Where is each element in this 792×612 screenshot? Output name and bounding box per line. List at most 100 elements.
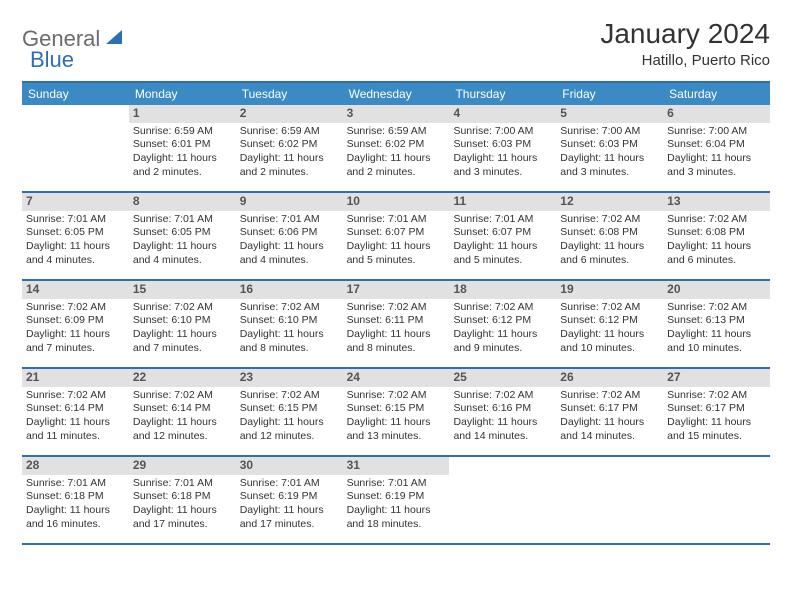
sunrise-text: Sunrise: 7:02 AM [453, 301, 552, 315]
day-body: Sunrise: 7:02 AMSunset: 6:10 PMDaylight:… [236, 301, 343, 360]
sunset-text: Sunset: 6:07 PM [453, 226, 552, 240]
sunset-text: Sunset: 6:03 PM [560, 138, 659, 152]
daylight-text: Daylight: 11 hours and 10 minutes. [667, 328, 766, 355]
calendar-day: 24Sunrise: 7:02 AMSunset: 6:15 PMDayligh… [343, 369, 450, 455]
daylight-text: Daylight: 11 hours and 10 minutes. [560, 328, 659, 355]
day-number: 14 [22, 281, 129, 299]
sunset-text: Sunset: 6:06 PM [240, 226, 339, 240]
daylight-text: Daylight: 11 hours and 17 minutes. [240, 504, 339, 531]
calendar-day: 31Sunrise: 7:01 AMSunset: 6:19 PMDayligh… [343, 457, 450, 543]
sunset-text: Sunset: 6:02 PM [347, 138, 446, 152]
daylight-text: Daylight: 11 hours and 3 minutes. [667, 152, 766, 179]
calendar-week: 28Sunrise: 7:01 AMSunset: 6:18 PMDayligh… [22, 457, 770, 545]
sunrise-text: Sunrise: 7:01 AM [26, 477, 125, 491]
sunset-text: Sunset: 6:08 PM [667, 226, 766, 240]
sunset-text: Sunset: 6:15 PM [240, 402, 339, 416]
day-number: 22 [129, 369, 236, 387]
daylight-text: Daylight: 11 hours and 2 minutes. [240, 152, 339, 179]
day-body: Sunrise: 7:02 AMSunset: 6:12 PMDaylight:… [449, 301, 556, 360]
sunset-text: Sunset: 6:02 PM [240, 138, 339, 152]
day-body: Sunrise: 7:01 AMSunset: 6:06 PMDaylight:… [236, 213, 343, 272]
calendar-day: 7Sunrise: 7:01 AMSunset: 6:05 PMDaylight… [22, 193, 129, 279]
weeks-container: .1Sunrise: 6:59 AMSunset: 6:01 PMDayligh… [22, 105, 770, 545]
sunrise-text: Sunrise: 7:02 AM [240, 301, 339, 315]
daylight-text: Daylight: 11 hours and 2 minutes. [347, 152, 446, 179]
sunrise-text: Sunrise: 7:02 AM [133, 301, 232, 315]
day-body: Sunrise: 7:01 AMSunset: 6:07 PMDaylight:… [343, 213, 450, 272]
calendar-day: 30Sunrise: 7:01 AMSunset: 6:19 PMDayligh… [236, 457, 343, 543]
daylight-text: Daylight: 11 hours and 7 minutes. [133, 328, 232, 355]
sunset-text: Sunset: 6:08 PM [560, 226, 659, 240]
sunrise-text: Sunrise: 7:02 AM [667, 389, 766, 403]
sunset-text: Sunset: 6:03 PM [453, 138, 552, 152]
daylight-text: Daylight: 11 hours and 4 minutes. [240, 240, 339, 267]
day-body: Sunrise: 7:01 AMSunset: 6:19 PMDaylight:… [343, 477, 450, 536]
sunrise-text: Sunrise: 7:02 AM [133, 389, 232, 403]
daylight-text: Daylight: 11 hours and 9 minutes. [453, 328, 552, 355]
day-number: 23 [236, 369, 343, 387]
location-text: Hatillo, Puerto Rico [600, 52, 770, 69]
day-number: 29 [129, 457, 236, 475]
sunrise-text: Sunrise: 7:02 AM [560, 389, 659, 403]
sunset-text: Sunset: 6:15 PM [347, 402, 446, 416]
day-number: 5 [556, 105, 663, 123]
sunset-text: Sunset: 6:18 PM [133, 490, 232, 504]
sunrise-text: Sunrise: 7:01 AM [133, 213, 232, 227]
day-body: Sunrise: 7:02 AMSunset: 6:13 PMDaylight:… [663, 301, 770, 360]
day-number: 18 [449, 281, 556, 299]
sunrise-text: Sunrise: 7:01 AM [453, 213, 552, 227]
calendar-day: 6Sunrise: 7:00 AMSunset: 6:04 PMDaylight… [663, 105, 770, 191]
calendar-day: 16Sunrise: 7:02 AMSunset: 6:10 PMDayligh… [236, 281, 343, 367]
day-body: Sunrise: 6:59 AMSunset: 6:02 PMDaylight:… [343, 125, 450, 184]
sunrise-text: Sunrise: 7:01 AM [26, 213, 125, 227]
calendar-day: 4Sunrise: 7:00 AMSunset: 6:03 PMDaylight… [449, 105, 556, 191]
sunrise-text: Sunrise: 7:02 AM [26, 301, 125, 315]
sunrise-text: Sunrise: 7:02 AM [26, 389, 125, 403]
sunset-text: Sunset: 6:12 PM [453, 314, 552, 328]
sunset-text: Sunset: 6:17 PM [667, 402, 766, 416]
daylight-text: Daylight: 11 hours and 13 minutes. [347, 416, 446, 443]
day-body: Sunrise: 7:02 AMSunset: 6:17 PMDaylight:… [556, 389, 663, 448]
brand-text-blue: Blue [30, 47, 74, 73]
day-body: Sunrise: 7:01 AMSunset: 6:07 PMDaylight:… [449, 213, 556, 272]
daylight-text: Daylight: 11 hours and 7 minutes. [26, 328, 125, 355]
calendar-day: 23Sunrise: 7:02 AMSunset: 6:15 PMDayligh… [236, 369, 343, 455]
day-body: Sunrise: 6:59 AMSunset: 6:02 PMDaylight:… [236, 125, 343, 184]
calendar-day: . [663, 457, 770, 543]
day-number: 6 [663, 105, 770, 123]
daylight-text: Daylight: 11 hours and 14 minutes. [560, 416, 659, 443]
sunset-text: Sunset: 6:12 PM [560, 314, 659, 328]
calendar-day: 15Sunrise: 7:02 AMSunset: 6:10 PMDayligh… [129, 281, 236, 367]
sunset-text: Sunset: 6:04 PM [667, 138, 766, 152]
calendar-day: 14Sunrise: 7:02 AMSunset: 6:09 PMDayligh… [22, 281, 129, 367]
sunset-text: Sunset: 6:19 PM [347, 490, 446, 504]
day-number: 4 [449, 105, 556, 123]
day-body: Sunrise: 7:01 AMSunset: 6:05 PMDaylight:… [22, 213, 129, 272]
daylight-text: Daylight: 11 hours and 8 minutes. [240, 328, 339, 355]
day-number: 20 [663, 281, 770, 299]
daylight-text: Daylight: 11 hours and 4 minutes. [26, 240, 125, 267]
day-body: Sunrise: 7:02 AMSunset: 6:15 PMDaylight:… [343, 389, 450, 448]
sunrise-text: Sunrise: 7:02 AM [453, 389, 552, 403]
day-number: 19 [556, 281, 663, 299]
day-body: Sunrise: 7:00 AMSunset: 6:03 PMDaylight:… [556, 125, 663, 184]
day-body: Sunrise: 7:02 AMSunset: 6:10 PMDaylight:… [129, 301, 236, 360]
weekday-wednesday: Wednesday [343, 83, 450, 105]
day-number: 30 [236, 457, 343, 475]
sunset-text: Sunset: 6:05 PM [133, 226, 232, 240]
weekday-tuesday: Tuesday [236, 83, 343, 105]
daylight-text: Daylight: 11 hours and 6 minutes. [667, 240, 766, 267]
day-body: Sunrise: 7:02 AMSunset: 6:08 PMDaylight:… [556, 213, 663, 272]
day-body: Sunrise: 7:01 AMSunset: 6:18 PMDaylight:… [129, 477, 236, 536]
day-body: Sunrise: 7:02 AMSunset: 6:16 PMDaylight:… [449, 389, 556, 448]
sunrise-text: Sunrise: 7:01 AM [347, 213, 446, 227]
day-number: 27 [663, 369, 770, 387]
sunrise-text: Sunrise: 7:01 AM [240, 213, 339, 227]
day-body: Sunrise: 7:02 AMSunset: 6:14 PMDaylight:… [22, 389, 129, 448]
calendar-week: .1Sunrise: 6:59 AMSunset: 6:01 PMDayligh… [22, 105, 770, 193]
day-body: Sunrise: 7:02 AMSunset: 6:11 PMDaylight:… [343, 301, 450, 360]
calendar-day: 26Sunrise: 7:02 AMSunset: 6:17 PMDayligh… [556, 369, 663, 455]
day-body: Sunrise: 7:02 AMSunset: 6:08 PMDaylight:… [663, 213, 770, 272]
daylight-text: Daylight: 11 hours and 16 minutes. [26, 504, 125, 531]
day-body: Sunrise: 7:01 AMSunset: 6:18 PMDaylight:… [22, 477, 129, 536]
